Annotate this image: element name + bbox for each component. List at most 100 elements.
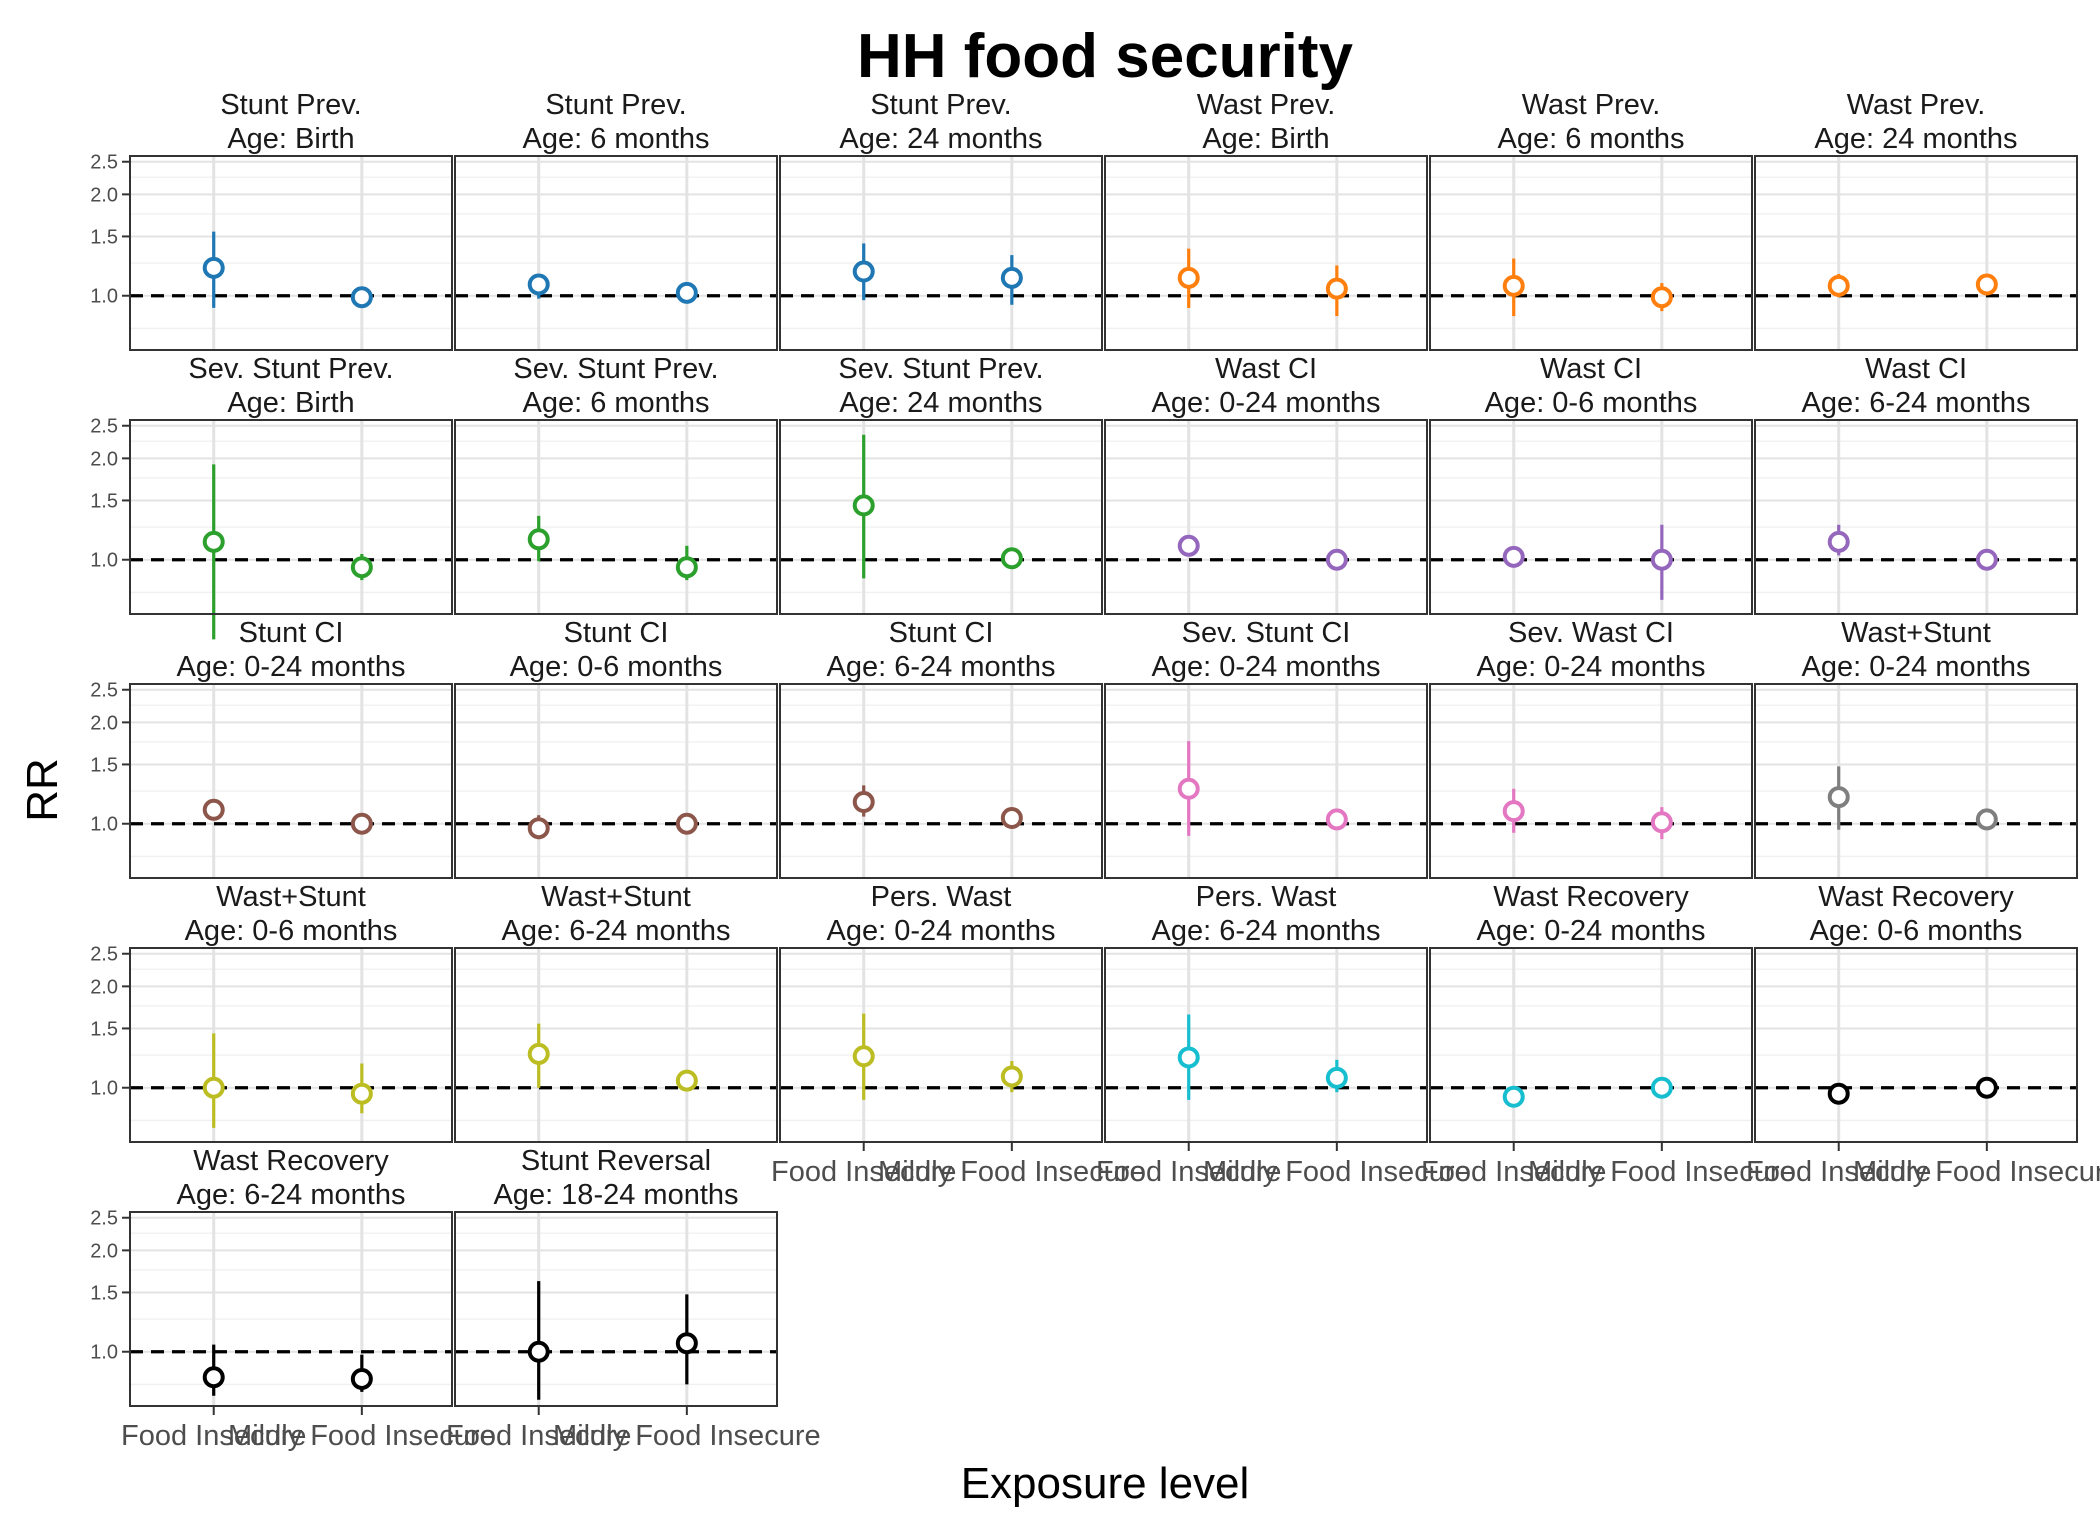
facet-panel: Wast Prev.Age: 24 months bbox=[1754, 89, 2078, 351]
panel-border bbox=[1754, 155, 2078, 351]
point-estimate bbox=[1650, 548, 1673, 571]
y-tick-label: 2.0 bbox=[90, 976, 118, 998]
panel-background bbox=[1755, 948, 2077, 1142]
point-estimate bbox=[202, 1366, 225, 1389]
panel-border bbox=[779, 419, 1103, 615]
strip-age: Age: 24 months bbox=[839, 387, 1042, 419]
point-estimate bbox=[350, 1367, 373, 1390]
point-estimate bbox=[675, 556, 698, 579]
chart-title: HH food security bbox=[857, 22, 1354, 91]
point-estimate bbox=[527, 273, 550, 296]
y-tick-label: 1.5 bbox=[90, 490, 118, 512]
strip-title: Wast Prev. bbox=[1522, 89, 1661, 121]
point-estimate bbox=[1502, 274, 1525, 297]
panel-background bbox=[1755, 156, 2077, 350]
strip-age: Age: 0-6 months bbox=[1810, 915, 2023, 947]
x-tick-label: Mildly Food Insecure bbox=[878, 1156, 1146, 1188]
facet-panel: Sev. Stunt Prev.Age: 24 months bbox=[779, 353, 1103, 615]
strip-age: Age: 6-24 months bbox=[177, 1179, 406, 1211]
facet-panel: Stunt Prev.Age: Birth 1.0 1.5 2.0 2.5 bbox=[90, 89, 453, 351]
strip-age: Age: Birth bbox=[227, 123, 354, 155]
strip-title: Sev. Stunt Prev. bbox=[188, 353, 393, 385]
panel-background bbox=[130, 156, 452, 350]
strip-title: Sev. Wast CI bbox=[1508, 617, 1674, 649]
x-tick-label: Mildly Food Insecure bbox=[1203, 1156, 1471, 1188]
strip-title: Stunt Reversal bbox=[521, 1145, 711, 1177]
point-estimate bbox=[202, 256, 225, 279]
y-tick-label: 2.0 bbox=[90, 448, 118, 470]
panel-background bbox=[1755, 420, 2077, 614]
panel-background bbox=[780, 156, 1102, 350]
point-estimate bbox=[527, 817, 550, 840]
point-estimate bbox=[202, 798, 225, 821]
panel-border bbox=[1429, 947, 1753, 1143]
point-estimate bbox=[1325, 808, 1348, 831]
panel-border bbox=[454, 1211, 778, 1407]
x-tick-label: Food Insecure bbox=[1421, 1156, 1606, 1188]
point-estimate bbox=[1827, 1082, 1850, 1105]
strip-age: Age: 6-24 months bbox=[827, 651, 1056, 683]
facet-panel: Wast Prev.Age: 6 months bbox=[1429, 89, 1753, 351]
x-tick-label: Mildly Food Insecure bbox=[1528, 1156, 1796, 1188]
strip-age: Age: 0-24 months bbox=[1477, 651, 1706, 683]
point-estimate bbox=[1975, 1076, 1998, 1099]
panel-background bbox=[130, 420, 452, 614]
point-estimate bbox=[1502, 1085, 1525, 1108]
point-estimate bbox=[852, 260, 875, 283]
y-tick-label: 2.5 bbox=[90, 416, 118, 438]
strip-title: Wast+Stunt bbox=[1841, 617, 1991, 649]
point-estimate bbox=[1177, 534, 1200, 557]
point-estimate bbox=[1325, 1066, 1348, 1089]
strip-title: Stunt CI bbox=[564, 617, 669, 649]
x-tick-label: Mildly Food Insecure bbox=[1853, 1156, 2100, 1188]
point-estimate bbox=[675, 1069, 698, 1092]
point-estimate bbox=[1325, 548, 1348, 571]
panel-border bbox=[1104, 683, 1428, 879]
strip-age: Age: 18-24 months bbox=[493, 1179, 738, 1211]
point-estimate bbox=[1000, 266, 1023, 289]
x-tick-label: Food Insecure bbox=[446, 1420, 631, 1452]
panel-background bbox=[1105, 684, 1427, 878]
strip-title: Wast Recovery bbox=[1818, 881, 2014, 913]
point-estimate bbox=[1000, 1065, 1023, 1088]
strip-age: Age: 0-6 months bbox=[510, 651, 723, 683]
strip-age: Age: 0-6 months bbox=[1485, 387, 1698, 419]
y-tick-label: 1.5 bbox=[90, 226, 118, 248]
panel-background bbox=[1105, 948, 1427, 1142]
strip-age: Age: 6-24 months bbox=[1802, 387, 2031, 419]
strip-title: Sev. Stunt Prev. bbox=[838, 353, 1043, 385]
facet-panels: Stunt Prev. Age: Birth 1.0 1.5 2.0 2.5 Stunt P… bbox=[90, 89, 2100, 1452]
strip-age: Age: 6 months bbox=[523, 123, 710, 155]
facet-panel: Stunt Prev.Age: 6 months bbox=[454, 89, 778, 351]
strip-title: Wast Recovery bbox=[1493, 881, 1689, 913]
panel-border bbox=[1104, 155, 1428, 351]
y-tick-label: 1.0 bbox=[90, 286, 118, 308]
strip-title: Stunt Prev. bbox=[545, 89, 686, 121]
point-estimate bbox=[1502, 800, 1525, 823]
strip-age: Age: 24 months bbox=[839, 123, 1042, 155]
y-tick-label: 2.0 bbox=[90, 712, 118, 734]
y-tick-label: 1.5 bbox=[90, 1018, 118, 1040]
panel-border bbox=[454, 155, 778, 351]
panel-background bbox=[1430, 948, 1752, 1142]
point-estimate bbox=[350, 286, 373, 309]
point-estimate bbox=[1177, 266, 1200, 289]
y-tick-label: 2.5 bbox=[90, 680, 118, 702]
point-estimate bbox=[852, 494, 875, 517]
strip-title: Wast CI bbox=[1865, 353, 1967, 385]
panel-border bbox=[1754, 683, 2078, 879]
point-estimate bbox=[1827, 786, 1850, 809]
panel-background bbox=[130, 684, 452, 878]
point-estimate bbox=[527, 528, 550, 551]
strip-age: Age: 0-24 months bbox=[1152, 651, 1381, 683]
point-estimate bbox=[1650, 811, 1673, 834]
y-axis-title: RR bbox=[18, 758, 67, 822]
strip-age: Age: Birth bbox=[227, 387, 354, 419]
